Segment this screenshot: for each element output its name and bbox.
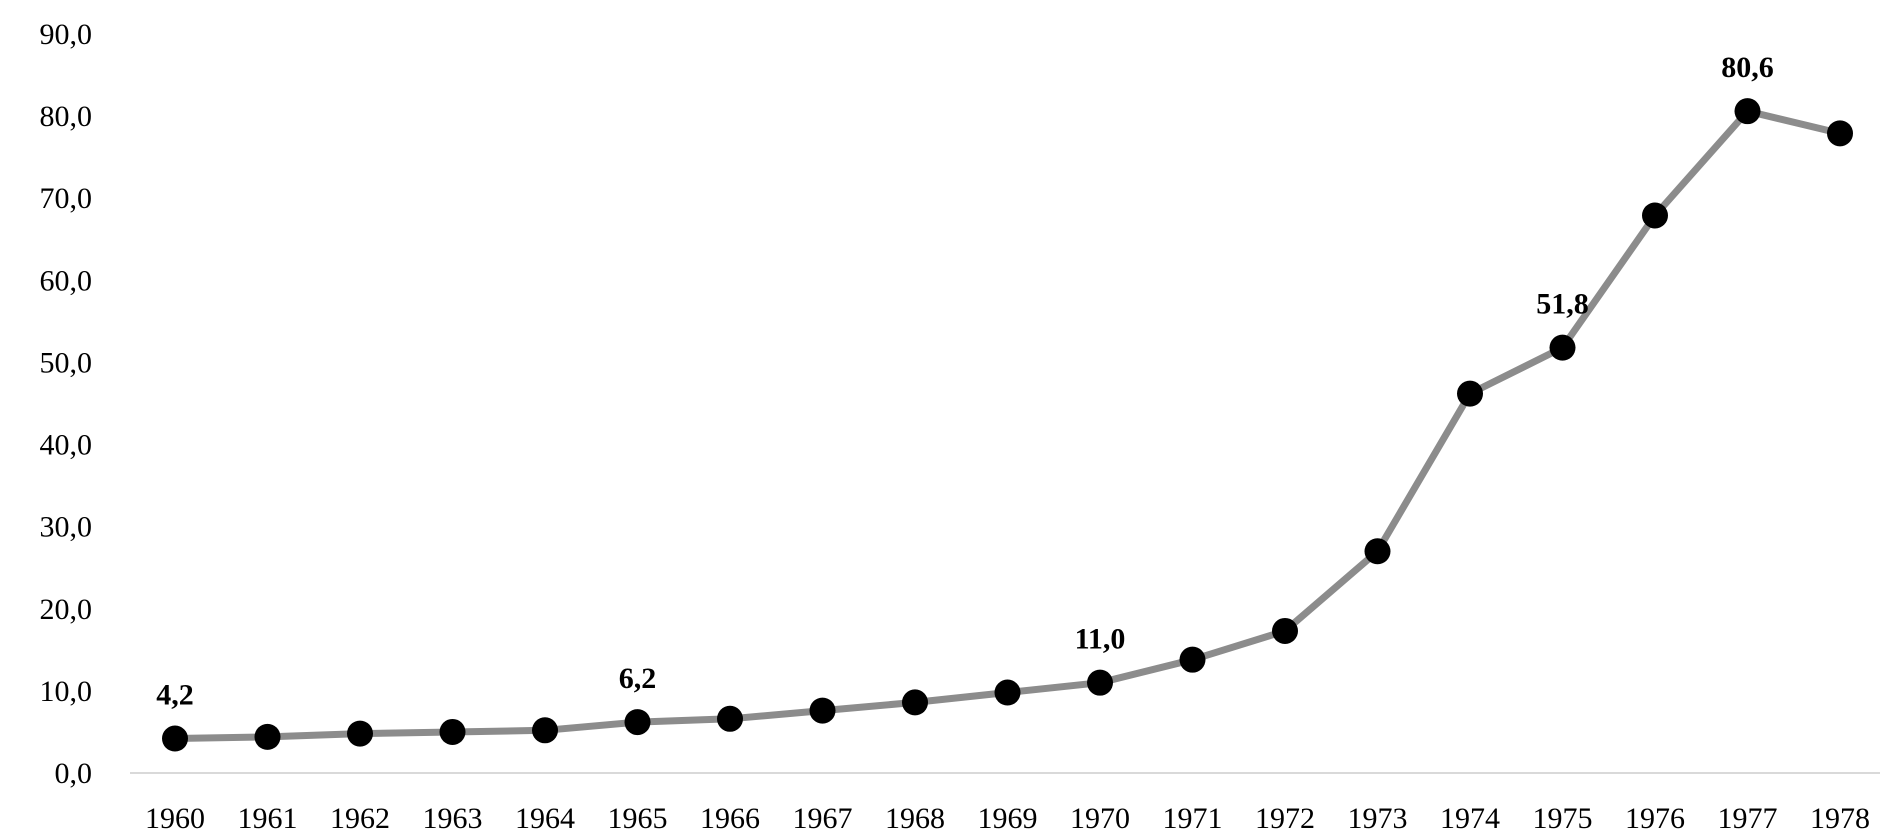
- series-markers: [162, 98, 1853, 752]
- x-tick-label: 1969: [978, 802, 1038, 835]
- x-tick-label: 1971: [1163, 802, 1223, 835]
- series-line: [174, 107, 1841, 743]
- x-tick-label: 1970: [1070, 802, 1130, 835]
- x-tick-label: 1961: [238, 802, 298, 835]
- x-tick-label: 1962: [330, 802, 390, 835]
- data-label-1970: 11,0: [1075, 623, 1126, 656]
- x-tick-label: 1972: [1255, 802, 1315, 835]
- y-tick-label: 90,0: [40, 18, 93, 51]
- data-label-1960: 4,2: [156, 679, 194, 712]
- x-tick-label: 1978: [1810, 802, 1870, 835]
- x-axis-ticks: 1960 1961 1962 1963 1964 1965 1966 1967 1968 1969…: [145, 802, 1870, 835]
- y-tick-label: 30,0: [40, 511, 93, 544]
- x-tick-label: 1977: [1718, 802, 1778, 835]
- y-tick-label: 60,0: [40, 264, 93, 297]
- data-point-1969: [994, 679, 1021, 706]
- data-label-1965: 6,2: [619, 662, 657, 695]
- data-point-1970: [1087, 669, 1113, 696]
- y-tick-label: 70,0: [40, 182, 93, 215]
- x-tick-label: 1964: [515, 802, 575, 835]
- x-tick-label: 1974: [1440, 802, 1500, 835]
- data-point-1967: [809, 697, 836, 724]
- x-tick-label: 1976: [1625, 802, 1685, 835]
- data-point-1964: [532, 717, 558, 744]
- data-point-1961: [254, 723, 281, 750]
- y-tick-label: 0,0: [55, 757, 93, 790]
- x-tick-label: 1965: [608, 802, 668, 835]
- data-point-1975: [1549, 334, 1576, 361]
- data-point-1965: [624, 709, 651, 736]
- y-tick-label: 80,0: [40, 100, 93, 133]
- data-point-1972: [1272, 617, 1298, 644]
- data-point-1978: [1827, 120, 1853, 147]
- x-tick-label: 1963: [423, 802, 483, 835]
- y-tick-label: 40,0: [40, 429, 93, 462]
- data-label-1975: 51,8: [1536, 288, 1589, 321]
- data-point-1962: [347, 720, 373, 747]
- x-tick-label: 1967: [793, 802, 853, 835]
- y-tick-label: 50,0: [40, 346, 93, 379]
- data-point-1974: [1457, 380, 1483, 407]
- x-tick-label: 1973: [1348, 802, 1408, 835]
- data-point-1977: [1734, 98, 1761, 125]
- data-point-1968: [902, 689, 928, 716]
- y-axis-ticks: 0,0 10,0 20,0 30,0 40,0 50,0 60,0 70,0 80,0 90,0: [40, 18, 93, 790]
- data-point-1963: [439, 718, 466, 745]
- y-tick-label: 20,0: [40, 593, 93, 626]
- x-tick-label: 1960: [145, 802, 205, 835]
- data-point-1973: [1364, 538, 1391, 565]
- data-labels: 4,2 6,2 11,0 51,8 80,6: [156, 51, 1774, 711]
- data-point-1966: [717, 705, 743, 732]
- data-point-1960: [162, 725, 188, 752]
- y-tick-label: 10,0: [40, 675, 93, 708]
- x-tick-label: 1968: [885, 802, 945, 835]
- data-point-1971: [1179, 646, 1206, 673]
- x-tick-label: 1975: [1533, 802, 1593, 835]
- data-point-1976: [1642, 202, 1668, 229]
- x-tick-label: 1966: [700, 802, 760, 835]
- data-label-1977: 80,6: [1721, 51, 1774, 84]
